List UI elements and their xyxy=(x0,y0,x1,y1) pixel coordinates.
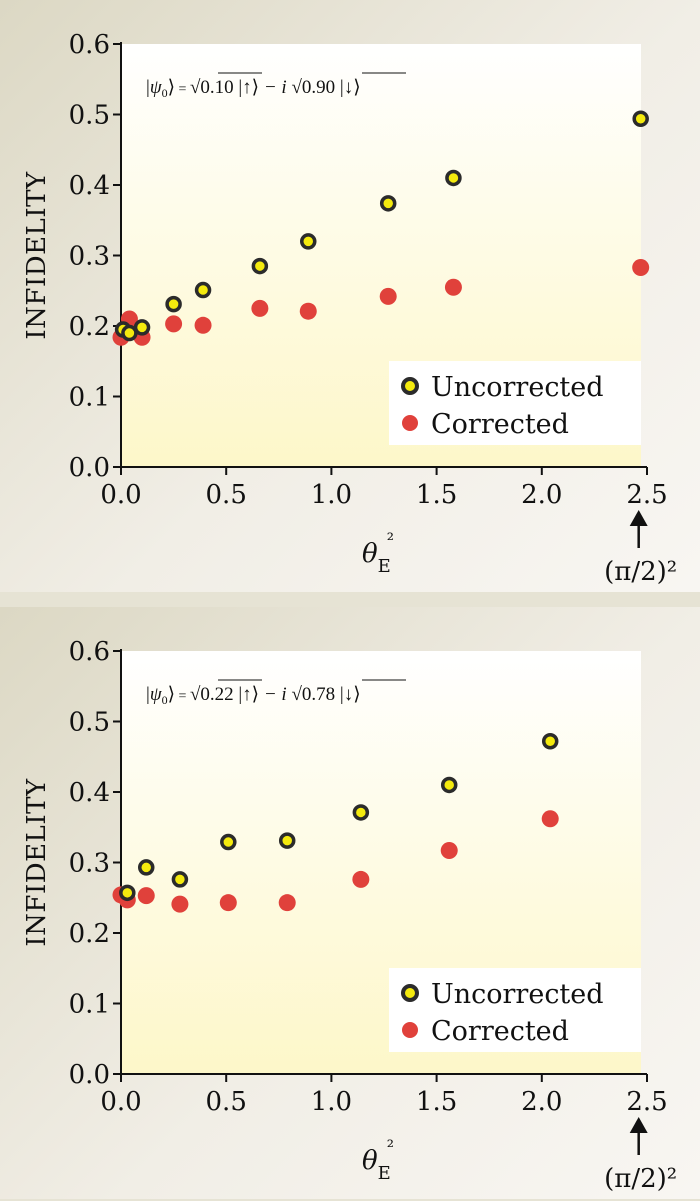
y-tick-label: 0.3 xyxy=(69,242,110,272)
y-axis-label: INFIDELITY xyxy=(22,778,52,947)
x-tick-label: 0.5 xyxy=(206,480,247,510)
point-uncorrected xyxy=(165,295,182,313)
x-tick-label: 1.5 xyxy=(416,1087,457,1117)
point-uncorrected xyxy=(171,871,189,888)
legend-marker-corrected xyxy=(402,1022,418,1038)
x-tick-label: 1.5 xyxy=(416,480,457,510)
y-tick-label: 0.6 xyxy=(69,30,110,60)
y-tick-label: 0.6 xyxy=(69,637,110,667)
y-tick-label: 0.2 xyxy=(69,919,110,949)
x-tick-label: 2.0 xyxy=(521,480,562,510)
legend-marker-uncorrected xyxy=(401,984,419,1002)
legend-label-uncorrected: Uncorrected xyxy=(431,372,604,403)
legend-box xyxy=(389,361,641,445)
point-corrected xyxy=(299,302,317,320)
legend-box xyxy=(389,968,641,1052)
formula-text: |ψ0⟩ = √0.10 |↑⟩ − i √0.90 |↓⟩ xyxy=(146,77,361,100)
legend-label-uncorrected: Uncorrected xyxy=(431,979,604,1010)
chart-bottom: 0.0 0.1 0.2 0.3 0.4 0.5 0.6 0.0 0.5 1.0 1.5 2.0 2.5 I… xyxy=(22,637,677,1194)
point-corrected xyxy=(194,316,212,334)
x-axis-label: θE² xyxy=(362,530,394,577)
x-axis-label: θE² xyxy=(362,1137,394,1184)
point-corrected xyxy=(541,810,559,828)
point-corrected xyxy=(219,894,237,912)
x-tick-label: 0.5 xyxy=(206,1087,247,1117)
x-tick-label: 2.5 xyxy=(626,480,667,510)
y-axis-label: INFIDELITY xyxy=(22,171,52,340)
point-corrected xyxy=(165,315,183,333)
point-corrected xyxy=(137,887,155,905)
y-tick-label: 0.5 xyxy=(69,708,110,738)
point-uncorrected xyxy=(440,776,458,794)
x-tick-label: 2.0 xyxy=(521,1087,562,1117)
point-uncorrected xyxy=(119,884,136,902)
point-corrected xyxy=(251,299,269,317)
y-tick-label: 0.4 xyxy=(69,171,110,201)
annotation-arrow-head xyxy=(629,510,648,526)
y-tick-label: 0.0 xyxy=(69,1060,110,1090)
y-tick-label: 0.2 xyxy=(69,312,110,342)
y-tick-label: 0.5 xyxy=(69,101,110,131)
legend-label-corrected: Corrected xyxy=(431,1016,569,1047)
point-uncorrected xyxy=(137,859,155,876)
point-uncorrected xyxy=(541,732,559,750)
y-tick-label: 0.1 xyxy=(69,990,110,1020)
x-tick-label: 0.0 xyxy=(100,480,141,510)
point-corrected xyxy=(440,842,458,860)
point-uncorrected xyxy=(632,110,649,127)
y-tick-label: 0.3 xyxy=(69,849,110,879)
point-corrected xyxy=(632,258,650,276)
point-corrected xyxy=(171,895,189,913)
x-tick-label: 1.0 xyxy=(311,480,352,510)
legend-marker-corrected xyxy=(402,415,418,431)
chart-panel-top: 0.0 0.1 0.2 0.3 0.4 0.5 0.6 0.0 0.5 1.0 1.5 2.0 2.5 I… xyxy=(0,0,700,592)
annotation-text: (π/2)² xyxy=(604,1164,677,1194)
point-uncorrected xyxy=(133,319,151,336)
annotation-arrow-head xyxy=(629,1117,648,1133)
point-uncorrected xyxy=(278,832,296,849)
point-uncorrected xyxy=(121,324,138,342)
y-tick-label: 0.0 xyxy=(69,453,110,483)
point-uncorrected xyxy=(379,195,397,212)
point-corrected xyxy=(379,287,397,305)
legend-label-corrected: Corrected xyxy=(431,409,569,440)
y-tick-label: 0.1 xyxy=(69,383,110,413)
point-uncorrected xyxy=(352,804,370,821)
point-uncorrected xyxy=(194,281,212,299)
point-corrected xyxy=(352,870,370,888)
chart-panel-bottom: 0.0 0.1 0.2 0.3 0.4 0.5 0.6 0.0 0.5 1.0 1.5 2.0 2.5 I… xyxy=(0,607,700,1199)
point-uncorrected xyxy=(220,833,237,851)
x-tick-label: 1.0 xyxy=(311,1087,352,1117)
legend-marker-uncorrected xyxy=(401,377,419,395)
point-uncorrected xyxy=(445,169,462,187)
point-corrected xyxy=(444,278,462,296)
x-tick-label: 2.5 xyxy=(626,1087,667,1117)
formula-text: |ψ0⟩ = √0.22 |↑⟩ − i √0.78 |↓⟩ xyxy=(146,684,361,707)
point-uncorrected xyxy=(251,257,269,275)
point-uncorrected xyxy=(300,233,317,250)
x-tick-label: 0.0 xyxy=(100,1087,141,1117)
y-tick-label: 0.4 xyxy=(69,778,110,808)
chart-top: 0.0 0.1 0.2 0.3 0.4 0.5 0.6 0.0 0.5 1.0 1.5 2.0 2.5 I… xyxy=(22,30,677,587)
annotation-text: (π/2)² xyxy=(604,557,677,587)
point-corrected xyxy=(278,894,296,912)
